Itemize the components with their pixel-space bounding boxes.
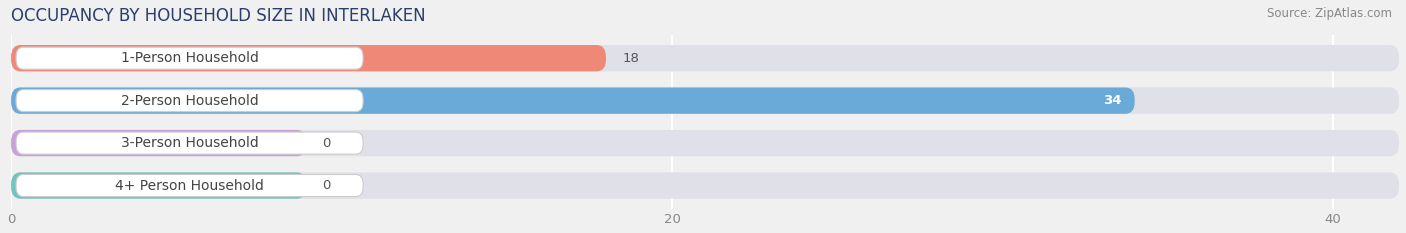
Text: 1-Person Household: 1-Person Household — [121, 51, 259, 65]
FancyBboxPatch shape — [15, 132, 363, 154]
FancyBboxPatch shape — [11, 172, 1399, 199]
Text: 0: 0 — [322, 137, 330, 150]
Text: 0: 0 — [322, 179, 330, 192]
Text: 18: 18 — [623, 52, 640, 65]
Text: 34: 34 — [1102, 94, 1122, 107]
FancyBboxPatch shape — [11, 87, 1399, 114]
FancyBboxPatch shape — [11, 130, 1399, 156]
FancyBboxPatch shape — [15, 175, 363, 197]
FancyBboxPatch shape — [11, 45, 606, 71]
Text: OCCUPANCY BY HOUSEHOLD SIZE IN INTERLAKEN: OCCUPANCY BY HOUSEHOLD SIZE IN INTERLAKE… — [11, 7, 426, 25]
Text: 2-Person Household: 2-Person Household — [121, 94, 259, 108]
FancyBboxPatch shape — [11, 130, 307, 156]
FancyBboxPatch shape — [11, 172, 307, 199]
FancyBboxPatch shape — [11, 45, 1399, 71]
Text: Source: ZipAtlas.com: Source: ZipAtlas.com — [1267, 7, 1392, 20]
FancyBboxPatch shape — [11, 87, 1135, 114]
FancyBboxPatch shape — [15, 90, 363, 112]
Text: 3-Person Household: 3-Person Household — [121, 136, 259, 150]
Text: 4+ Person Household: 4+ Person Household — [115, 178, 264, 192]
FancyBboxPatch shape — [15, 47, 363, 69]
